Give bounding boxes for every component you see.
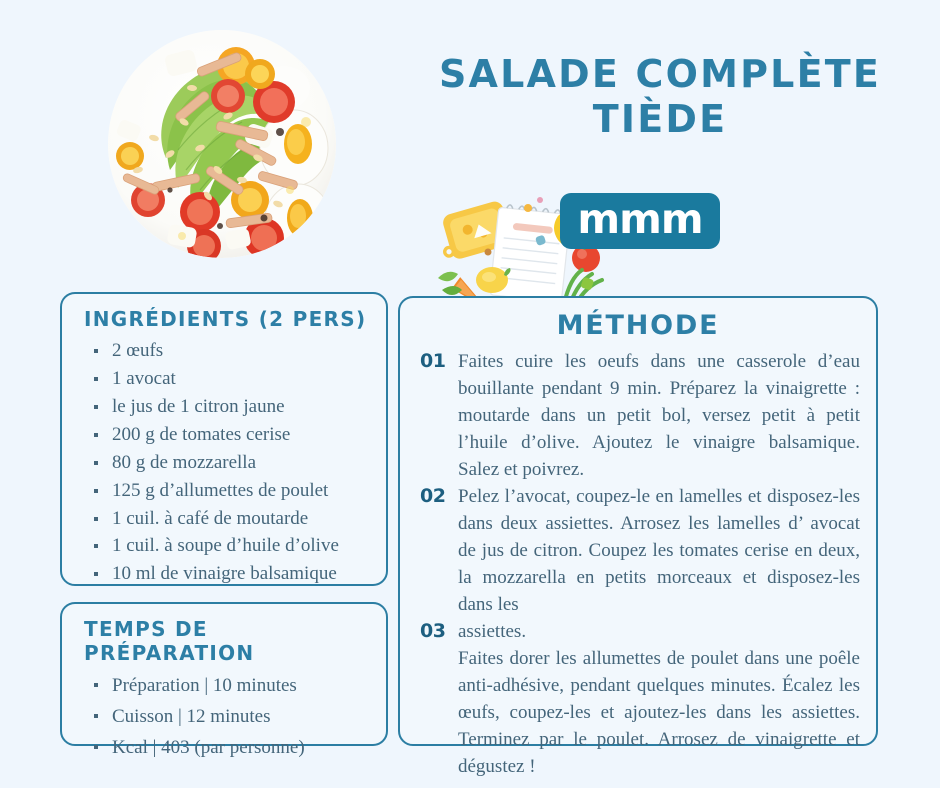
cooking-illustration: [438, 197, 604, 306]
list-item: Kcal | 403 (par personne): [92, 733, 372, 764]
mmm-logo-text: mmm: [577, 195, 703, 243]
method-step: 02 Pelez l’avocat, coupez-le en lamelles…: [414, 484, 860, 619]
list-item: 1 avocat: [92, 365, 372, 393]
mmm-logo-badge[interactable]: mmm: [560, 193, 720, 249]
recipe-photo: [108, 30, 336, 258]
page-title: SALADE COMPLÈTE TIÈDE: [382, 52, 938, 142]
step-text: Faites cuire les oeufs dans une casserol…: [458, 351, 860, 480]
step-number: 02: [420, 484, 446, 507]
preparation-time-heading: TEMPS DE PRÉPARATION: [84, 617, 255, 665]
list-item: le jus de 1 citron jaune: [92, 393, 372, 421]
list-item: 80 g de mozzarella: [92, 449, 372, 477]
list-item: 10 ml de vinaigre balsamique: [92, 560, 372, 588]
list-item: 2 œufs: [92, 337, 372, 365]
page-title-line2: TIÈDE: [592, 96, 728, 141]
method-step: 03 assiettes. Faites dorer les allumette…: [414, 619, 860, 781]
list-item: 1 cuil. à café de moutarde: [92, 505, 372, 533]
list-item: 1 cuil. à soupe d’huile d’olive: [92, 532, 372, 560]
step-number: 01: [420, 350, 446, 372]
list-item: Préparation | 10 minutes: [92, 671, 372, 702]
ingredients-list: 2 œufs 1 avocat le jus de 1 citron jaune…: [62, 337, 386, 588]
step-text: Pelez l’avocat, coupez-le en lamelles et…: [458, 485, 860, 615]
preparation-time-list: Préparation | 10 minutes Cuisson | 12 mi…: [62, 671, 386, 763]
method-step: 01 Faites cuire les oeufs dans une casse…: [414, 349, 860, 484]
list-item: Cuisson | 12 minutes: [92, 702, 372, 733]
preparation-time-card: TEMPS DE PRÉPARATION Préparation | 10 mi…: [60, 602, 388, 758]
method-heading: MÉTHODE: [556, 310, 720, 341]
ingredients-card: INGRÉDIENTS (2 PERS) 2 œufs 1 avocat le …: [60, 292, 388, 586]
ingredients-heading: INGRÉDIENTS (2 PERS): [84, 307, 367, 331]
step-text: Faites dorer les allumettes de poulet da…: [458, 647, 860, 777]
step-overflow-text: assiettes.: [458, 620, 527, 642]
list-item: 125 g d’allumettes de poulet: [92, 477, 372, 505]
page-title-line1: SALADE COMPLÈTE: [438, 52, 882, 96]
salad-photo-illustration: [108, 30, 336, 258]
step-number: 03: [420, 619, 446, 642]
list-item: 200 g de tomates cerise: [92, 421, 372, 449]
method-steps: 01 Faites cuire les oeufs dans une casse…: [400, 349, 876, 781]
brand-logo-zone: mmm: [432, 178, 742, 306]
method-card: MÉTHODE 01 Faites cuire les oeufs dans u…: [398, 296, 878, 777]
